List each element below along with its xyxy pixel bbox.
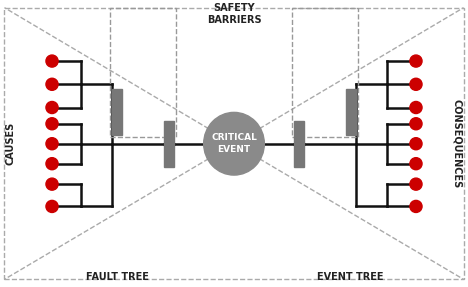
- Text: FAULT TREE: FAULT TREE: [86, 272, 149, 282]
- Bar: [163, 121, 174, 167]
- Circle shape: [46, 118, 58, 130]
- Circle shape: [46, 78, 58, 90]
- Text: CRITICAL
EVENT: CRITICAL EVENT: [211, 133, 257, 154]
- Bar: [345, 89, 356, 135]
- Circle shape: [410, 102, 422, 114]
- Circle shape: [410, 138, 422, 150]
- Circle shape: [46, 178, 58, 190]
- Circle shape: [46, 102, 58, 114]
- Circle shape: [46, 158, 58, 170]
- Bar: [110, 8, 176, 137]
- Text: CONSEQUENCES: CONSEQUENCES: [452, 99, 462, 188]
- Text: EVENT TREE: EVENT TREE: [317, 272, 384, 282]
- Bar: [292, 8, 358, 137]
- Text: SAFETY
BARRIERS: SAFETY BARRIERS: [207, 3, 261, 25]
- Circle shape: [46, 55, 58, 67]
- Circle shape: [410, 118, 422, 130]
- Text: CAUSES: CAUSES: [6, 122, 16, 165]
- Circle shape: [410, 178, 422, 190]
- Circle shape: [410, 55, 422, 67]
- Circle shape: [410, 158, 422, 170]
- Ellipse shape: [204, 113, 264, 175]
- Bar: [294, 121, 305, 167]
- Bar: [112, 89, 123, 135]
- Circle shape: [410, 200, 422, 212]
- Circle shape: [46, 138, 58, 150]
- Circle shape: [46, 200, 58, 212]
- Circle shape: [410, 78, 422, 90]
